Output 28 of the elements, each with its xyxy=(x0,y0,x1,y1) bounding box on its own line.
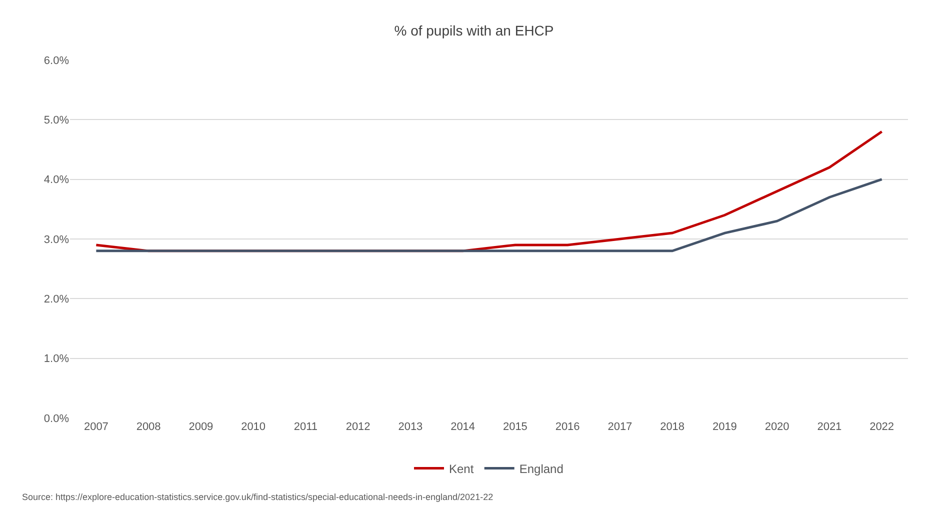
x-tick-label: 2009 xyxy=(188,421,214,433)
y-tick-label: 6.0% xyxy=(44,54,70,67)
x-tick-label: 2012 xyxy=(346,421,370,433)
y-tick-label: 5.0% xyxy=(44,114,70,127)
y-tick-label: 1.0% xyxy=(44,353,70,366)
x-tick-label: 2020 xyxy=(764,421,790,433)
x-tick-label: 2015 xyxy=(502,421,528,433)
legend-label: Kent xyxy=(449,462,474,476)
x-tick-label: 2007 xyxy=(84,421,108,433)
x-tick-label: 2018 xyxy=(660,421,685,433)
y-tick-label: 3.0% xyxy=(44,234,70,246)
line-series xyxy=(94,178,884,252)
x-tick-label: 2008 xyxy=(136,421,161,433)
x-tick-label: 2021 xyxy=(817,421,842,433)
y-tick-label: 4.0% xyxy=(44,174,70,186)
x-tick-label: 2014 xyxy=(450,421,476,433)
x-tick-label: 2010 xyxy=(241,421,266,433)
chart-title: % of pupils with an EHCP xyxy=(394,22,554,38)
x-tick-label: 2022 xyxy=(870,421,894,433)
y-tick-label: 0.0% xyxy=(44,412,70,425)
x-tick-label: 2013 xyxy=(398,421,423,433)
legend-label: England xyxy=(519,462,564,476)
x-tick-label: 2019 xyxy=(712,421,737,433)
source-note: Source: https://explore-education-statistics.service.gov.uk/find-statistics/special-educational-needs-in-england/2021-22 xyxy=(22,492,494,502)
x-tick-label: 2017 xyxy=(608,421,632,433)
y-tick-label: 2.0% xyxy=(44,294,70,306)
x-tick-label: 2011 xyxy=(294,421,318,433)
x-tick-label: 2016 xyxy=(555,421,580,433)
